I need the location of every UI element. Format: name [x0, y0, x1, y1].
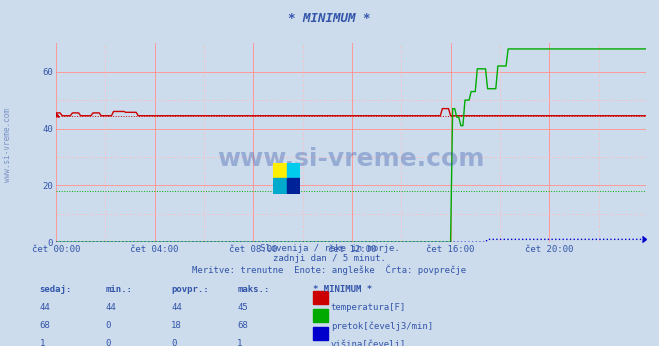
Text: 44: 44: [40, 303, 50, 312]
Text: sedaj:: sedaj:: [40, 285, 72, 294]
Bar: [273, 178, 287, 194]
Text: Meritve: trenutne  Enote: angleške  Črta: povprečje: Meritve: trenutne Enote: angleške Črta: …: [192, 265, 467, 275]
Text: 45: 45: [237, 303, 248, 312]
Text: 0: 0: [171, 339, 177, 346]
Text: temperatura[F]: temperatura[F]: [331, 303, 406, 312]
Text: 44: 44: [171, 303, 182, 312]
Text: maks.:: maks.:: [237, 285, 270, 294]
Text: 18: 18: [171, 321, 182, 330]
Bar: [287, 163, 300, 178]
Text: višina[čevelj]: višina[čevelj]: [331, 339, 406, 346]
Bar: [287, 178, 300, 194]
Text: 1: 1: [237, 339, 243, 346]
Text: 1: 1: [40, 339, 45, 346]
Bar: [273, 163, 287, 178]
Text: pretok[čevelj3/min]: pretok[čevelj3/min]: [331, 321, 433, 331]
Text: * MINIMUM *: * MINIMUM *: [313, 285, 372, 294]
Text: min.:: min.:: [105, 285, 132, 294]
Text: zadnji dan / 5 minut.: zadnji dan / 5 minut.: [273, 254, 386, 263]
Text: 68: 68: [40, 321, 50, 330]
Text: 0: 0: [105, 339, 111, 346]
Text: www.si-vreme.com: www.si-vreme.com: [217, 147, 484, 171]
Text: * MINIMUM *: * MINIMUM *: [288, 12, 371, 25]
Text: www.si-vreme.com: www.si-vreme.com: [3, 108, 13, 182]
Text: 68: 68: [237, 321, 248, 330]
Text: 44: 44: [105, 303, 116, 312]
Text: 0: 0: [105, 321, 111, 330]
Text: Slovenija / reke in morje.: Slovenija / reke in morje.: [260, 244, 399, 253]
Text: povpr.:: povpr.:: [171, 285, 209, 294]
